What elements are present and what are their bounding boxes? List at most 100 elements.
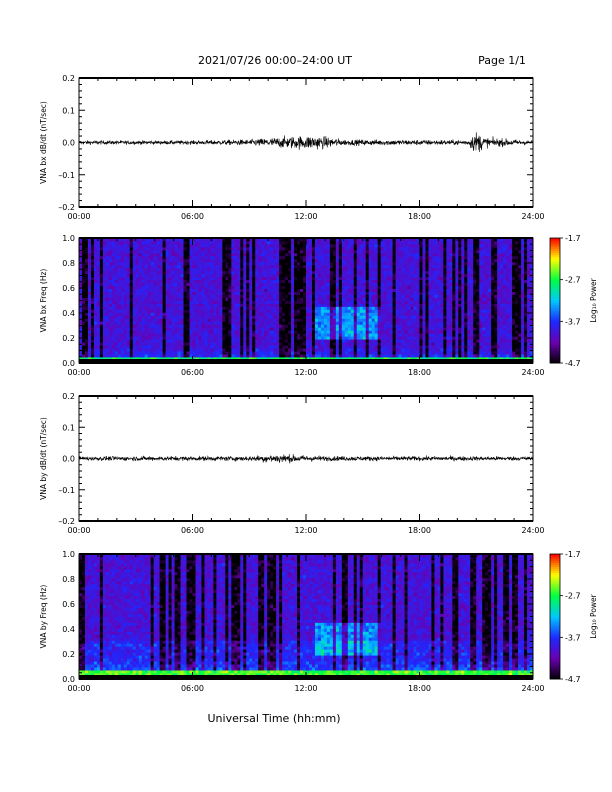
spectrogram-cell	[314, 312, 319, 316]
spectrogram-cell	[422, 297, 426, 301]
spectrogram-cell	[150, 255, 155, 260]
spectrogram-cell	[246, 240, 250, 245]
spectrogram-cell	[297, 288, 301, 292]
spectrogram-cell	[306, 345, 310, 349]
spectrogram-cell	[126, 267, 131, 272]
spectrogram-cell	[383, 291, 388, 295]
spectrogram-cell	[228, 351, 232, 355]
spectrogram-cell	[371, 279, 376, 284]
spectrogram-cell	[273, 357, 277, 361]
spectrogram-cell	[174, 309, 178, 313]
spectrogram-cell	[132, 321, 137, 325]
spectrogram-cell	[416, 345, 420, 349]
spectrogram-cell	[308, 279, 313, 284]
spectrogram-cell	[234, 354, 238, 358]
spectrogram-cell	[377, 279, 382, 284]
spectrogram-cell	[204, 285, 208, 289]
spectrogram-cell	[144, 333, 149, 337]
spectrogram-cell	[171, 276, 175, 281]
spectrogram-cell	[279, 321, 283, 325]
spectrogram-cell	[225, 291, 229, 295]
spectrogram-cell	[96, 324, 101, 328]
y-tick-label: 0.2	[62, 74, 75, 83]
spectrogram-cell	[383, 309, 388, 313]
spectrogram-cell	[294, 339, 298, 343]
spectrogram-cell	[353, 243, 358, 248]
spectrogram-cell	[153, 282, 158, 287]
spectrogram-cell	[261, 258, 265, 263]
spectrogram-cell	[291, 282, 295, 287]
spectrogram-cell	[156, 321, 161, 325]
spectrogram-cell	[180, 339, 184, 343]
spectrogram-cell	[264, 252, 268, 257]
spectrogram-cell	[216, 327, 220, 331]
spectrogram-cell	[264, 294, 268, 298]
spectrogram-cell	[126, 345, 131, 349]
spectrogram-cell	[153, 255, 158, 260]
spectrogram-cell	[159, 336, 164, 340]
spectrogram-cell	[311, 238, 316, 242]
spectrogram-cell	[93, 279, 98, 284]
spectrogram-cell	[177, 297, 181, 301]
spectrogram-cell	[108, 303, 113, 307]
spectrogram-cell	[87, 273, 92, 278]
spectrogram-cell	[407, 288, 411, 292]
spectrogram-cell	[398, 357, 402, 361]
spectrogram-cell	[138, 282, 143, 287]
spectrogram-cell	[273, 333, 277, 337]
spectrogram-cell	[168, 336, 172, 340]
spectrogram-cell	[255, 324, 259, 328]
spectrogram-cell	[126, 264, 131, 269]
spectrogram-cell	[300, 312, 304, 316]
spectrogram-cell	[147, 238, 152, 242]
spectrogram-cell	[407, 261, 411, 266]
spectrogram-cell	[407, 324, 411, 328]
spectrogram-cell	[285, 336, 289, 340]
spectrogram-cell	[314, 249, 319, 254]
spectrogram-cell	[320, 345, 325, 349]
spectrogram-cell	[222, 348, 226, 352]
spectrogram-cell	[120, 267, 125, 272]
spectrogram-cell	[207, 288, 211, 292]
spectrogram-cell	[249, 238, 253, 242]
spectrogram-cell	[222, 324, 226, 328]
spectrogram-cell	[147, 258, 152, 263]
spectrogram-cell	[329, 255, 334, 260]
spectrogram-cell	[249, 303, 253, 307]
spectrogram-cell	[401, 339, 405, 343]
spectrogram-cell	[246, 357, 250, 361]
spectrogram-cell	[120, 354, 125, 358]
spectrogram-cell	[276, 291, 280, 295]
spectrogram-cell	[120, 306, 125, 310]
spectrogram-cell	[314, 330, 319, 334]
spectrogram-cell	[150, 238, 155, 242]
spectrogram-cell	[314, 246, 319, 251]
spectrogram-cell	[234, 312, 238, 316]
spectrogram-cell	[111, 321, 116, 325]
spectrogram-cell	[282, 249, 286, 254]
spectrogram-cell	[90, 315, 95, 319]
spectrogram-cell	[335, 348, 340, 352]
spectrogram-cell	[204, 291, 208, 295]
spectrogram-cell	[96, 330, 101, 334]
spectrogram-cell	[338, 246, 343, 251]
spectrogram-cell	[201, 315, 205, 319]
spectrogram-cell	[395, 345, 399, 349]
spectrogram-cell	[186, 243, 190, 248]
spectrogram-cell	[383, 339, 388, 343]
spectrogram-cell	[99, 321, 104, 325]
spectrogram-cell	[207, 324, 211, 328]
spectrogram-cell	[422, 309, 426, 313]
spectrogram-cell	[153, 333, 158, 337]
spectrogram-cell	[207, 300, 211, 304]
spectrogram-cell	[261, 333, 265, 337]
spectrogram-cell	[165, 354, 170, 358]
spectrogram-cell	[246, 294, 250, 298]
spectrogram-cell	[314, 255, 319, 260]
spectrogram-cell	[383, 327, 388, 331]
spectrogram-cell	[317, 276, 322, 281]
spectrogram-cell	[84, 333, 89, 337]
spectrogram-cell	[171, 348, 175, 352]
spectrogram-cell	[353, 354, 358, 358]
spectrogram-cell	[335, 267, 340, 272]
